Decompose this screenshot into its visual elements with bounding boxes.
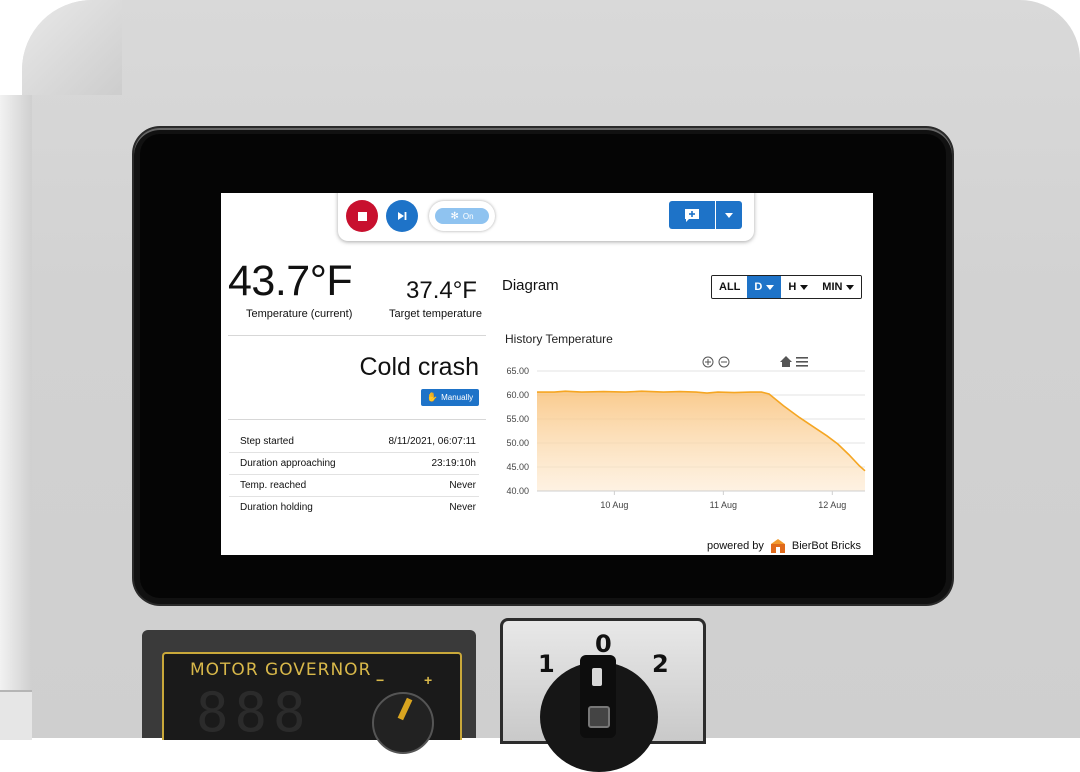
step-info-table: Step started 8/11/2021, 06:07:11 Duratio… [229, 431, 479, 518]
enclosure-hinge [0, 95, 32, 738]
selector-switch-indicator [592, 668, 602, 686]
range-button-hour[interactable]: H [781, 276, 816, 298]
y-tick-label: 60.00 [506, 390, 529, 400]
row-value: Never [449, 502, 476, 513]
target-temperature: 37.4°F [406, 277, 477, 304]
add-comment-icon [685, 208, 699, 222]
row-label: Duration holding [240, 502, 313, 513]
x-tick-label: 10 Aug [600, 500, 628, 510]
range-label: MIN [822, 281, 843, 293]
motor-governor-knob[interactable] [372, 692, 434, 754]
powered-by-label: powered by [707, 540, 764, 552]
chevron-down-icon [725, 212, 733, 218]
row-value: 8/11/2021, 06:07:11 [388, 436, 477, 447]
skip-step-button[interactable] [386, 200, 418, 232]
stop-button[interactable] [346, 200, 378, 232]
control-toolbar: ✻ On [338, 193, 754, 241]
step-name: Cold crash [359, 353, 480, 381]
table-row: Duration approaching 23:19:10h [229, 453, 479, 475]
bierbot-logo-icon [770, 539, 785, 553]
divider [228, 419, 486, 420]
cooling-toggle[interactable]: ✻ On [429, 201, 495, 231]
cooling-toggle-pill: ✻ On [435, 208, 489, 224]
range-selector: ALL D H MIN [711, 275, 863, 299]
y-tick-label: 45.00 [506, 462, 529, 472]
y-tick-label: 65.00 [506, 366, 529, 376]
chevron-down-icon [846, 284, 855, 290]
y-tick-label: 55.00 [506, 414, 529, 424]
row-label: Duration approaching [240, 458, 336, 469]
minus-sign-icon: − [376, 672, 385, 688]
table-row: Duration holding Never [229, 497, 479, 518]
mode-badge-label: Manually [441, 393, 474, 402]
brand-name: BierBot Bricks [791, 540, 861, 552]
x-tick-label: 12 Aug [818, 500, 846, 510]
zoom-in-icon[interactable] [702, 356, 714, 368]
target-temperature-label: Target temperature [389, 308, 482, 320]
range-label: ALL [719, 281, 741, 293]
home-icon[interactable] [780, 356, 792, 367]
row-label: Step started [240, 436, 294, 447]
current-temperature-label: Temperature (current) [246, 308, 353, 320]
motor-governor-title: MOTOR GOVERNOR [190, 660, 372, 680]
table-row: Step started 8/11/2021, 06:07:11 [229, 431, 479, 453]
switch-position-1: 1 [538, 650, 555, 678]
snowflake-icon: ✻ [450, 210, 459, 222]
selector-switch-screw [588, 706, 610, 728]
hand-icon: ✋ [426, 392, 439, 402]
plus-sign-icon: + [424, 672, 433, 688]
skip-next-icon [398, 212, 407, 220]
add-note-dropdown-button[interactable] [716, 201, 742, 229]
row-label: Temp. reached [240, 480, 307, 491]
switch-position-0: 0 [595, 630, 612, 658]
range-button-day[interactable]: D [747, 276, 782, 298]
y-tick-label: 50.00 [506, 438, 529, 448]
series-line [537, 390, 866, 472]
range-label: D [754, 281, 763, 293]
enclosure-hinge-lower [0, 690, 32, 740]
chart-title: History Temperature [505, 332, 613, 346]
range-button-all[interactable]: ALL [712, 276, 748, 298]
add-note-button[interactable] [669, 201, 715, 229]
row-value: 23:19:10h [431, 458, 477, 469]
range-label: H [788, 281, 797, 293]
table-row: Temp. reached Never [229, 475, 479, 497]
enclosure-corner-cap [22, 0, 122, 95]
series-area [537, 391, 865, 491]
diagram-title: Diagram [502, 277, 559, 294]
switch-position-2: 2 [652, 650, 669, 678]
range-button-minute[interactable]: MIN [815, 276, 862, 298]
row-value: Never [449, 480, 476, 491]
cooling-toggle-label: On [462, 211, 474, 221]
footer: powered by BierBot Bricks [707, 539, 861, 553]
chevron-down-icon [800, 284, 809, 290]
motor-governor-display: 888 [196, 681, 312, 744]
divider [228, 335, 486, 336]
x-tick-label: 11 Aug [710, 500, 737, 510]
stop-icon [357, 211, 367, 221]
temperature-chart: 65.00 60.00 55.00 50.00 45.00 40.00 10 Aug 11 A… [506, 356, 866, 510]
menu-icon[interactable] [796, 357, 808, 367]
zoom-out-icon[interactable] [718, 356, 730, 368]
y-tick-label: 40.00 [506, 486, 529, 496]
chevron-down-icon [766, 284, 775, 290]
mode-badge: ✋ Manually [421, 389, 479, 406]
current-temperature: 43.7°F [228, 257, 353, 305]
touch-screen: ✻ On 43.7°F Temperature (current) 37.4°F… [221, 193, 873, 555]
